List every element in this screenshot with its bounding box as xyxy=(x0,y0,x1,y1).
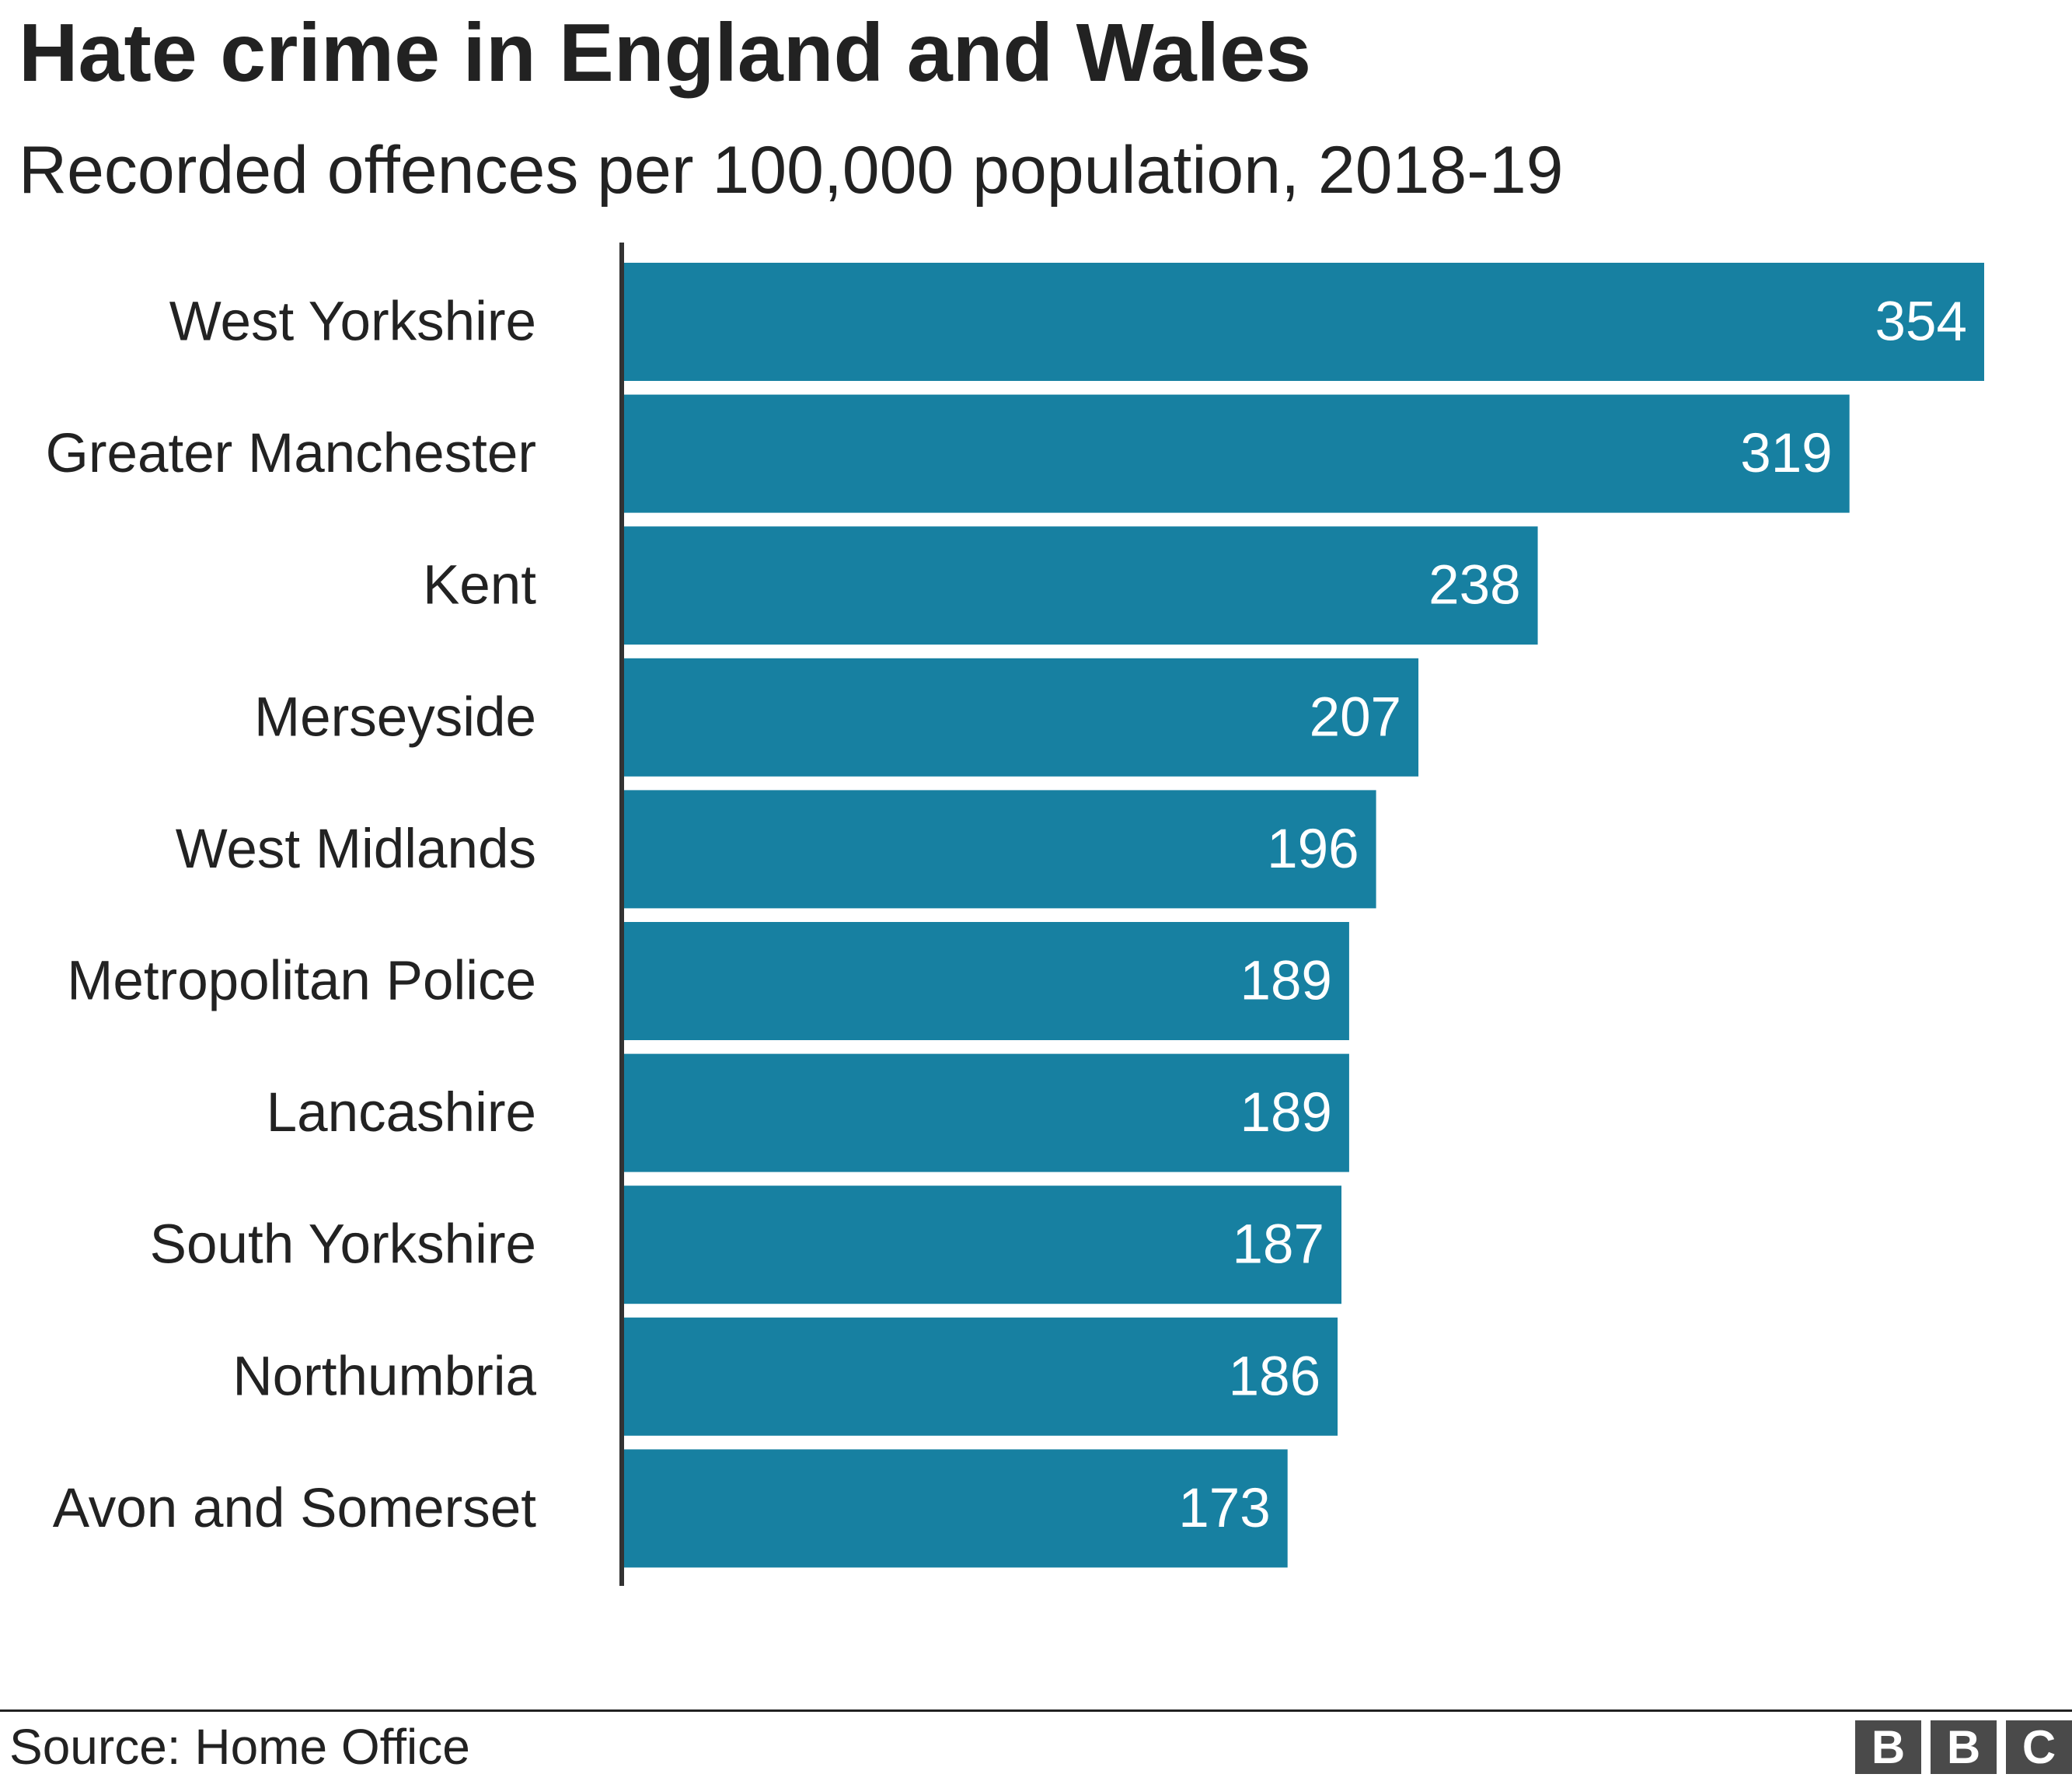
data-label: 354 xyxy=(1875,292,1967,353)
bar xyxy=(622,394,1850,513)
bbc-logo-letter: C xyxy=(2006,1720,2072,1774)
category-label: Lancashire xyxy=(267,1082,536,1144)
category-label: South Yorkshire xyxy=(150,1214,536,1276)
category-label: Kent xyxy=(423,555,536,616)
bar xyxy=(622,1449,1288,1568)
data-label: 196 xyxy=(1267,819,1359,880)
category-label: Greater Manchester xyxy=(46,423,536,484)
chart-title: Hate crime in England and Wales xyxy=(19,7,1312,99)
category-label: Merseyside xyxy=(254,686,536,748)
data-label: 187 xyxy=(1233,1214,1324,1276)
bar xyxy=(622,658,1419,777)
category-label: Metropolitan Police xyxy=(67,951,536,1012)
data-label: 238 xyxy=(1428,555,1520,616)
data-label: 189 xyxy=(1240,1082,1331,1144)
data-label: 189 xyxy=(1240,951,1331,1012)
bar xyxy=(622,790,1376,909)
source-note: Source: Home Office xyxy=(9,1719,470,1775)
category-label: West Midlands xyxy=(176,819,536,880)
bar xyxy=(622,1053,1349,1172)
data-label: 319 xyxy=(1740,423,1832,484)
bar xyxy=(622,526,1538,645)
category-label: West Yorkshire xyxy=(169,292,536,353)
data-label: 207 xyxy=(1310,686,1401,748)
bbc-logo: B B C xyxy=(1855,1720,2072,1774)
bar xyxy=(622,922,1349,1040)
bbc-logo-letter: B xyxy=(1855,1720,1921,1774)
category-label: Northumbria xyxy=(232,1346,536,1407)
data-label: 186 xyxy=(1229,1346,1320,1407)
bbc-logo-letter: B xyxy=(1931,1720,1997,1774)
data-label: 173 xyxy=(1178,1478,1270,1539)
chart-subtitle: Recorded offences per 100,000 population… xyxy=(19,133,1564,208)
category-label: Avon and Somerset xyxy=(53,1478,537,1539)
bar xyxy=(622,263,1984,381)
bar xyxy=(622,1317,1338,1436)
bar xyxy=(622,1186,1342,1304)
footer-divider xyxy=(0,1709,2072,1712)
